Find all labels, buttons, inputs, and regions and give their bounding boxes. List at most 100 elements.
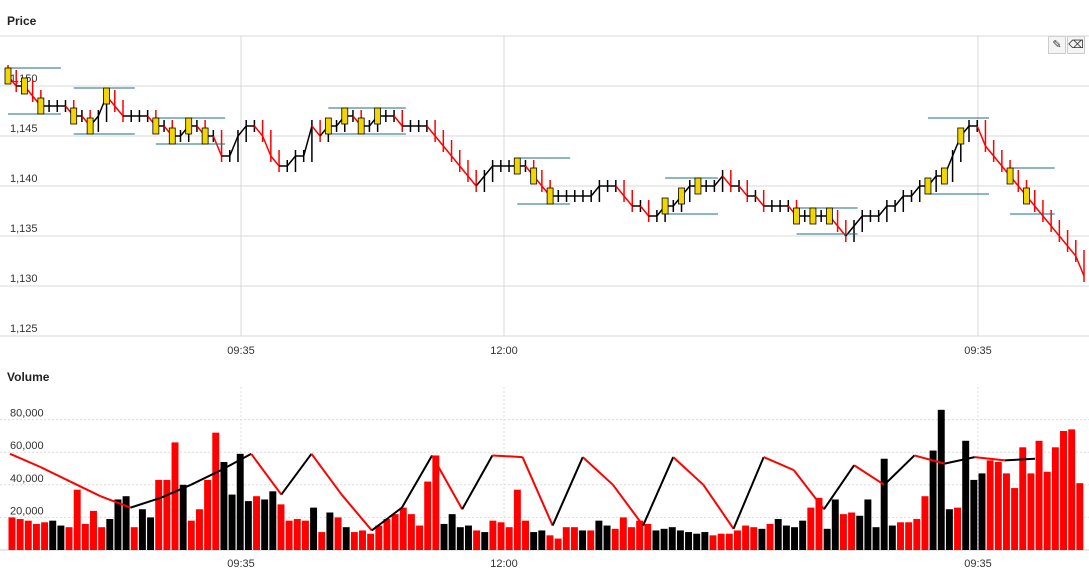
volume-bar [513,489,521,550]
volume-bar [228,494,236,550]
volume-bar [326,512,334,550]
price-candle-body [825,207,833,225]
volume-bar [970,479,978,550]
price-path-segment [1042,215,1052,227]
volume-average-line [190,469,222,486]
volume-average-line [220,452,252,472]
volume-bar [848,512,856,550]
price-candle-body [1023,187,1030,205]
price-candle-body [678,187,685,205]
volume-average-line [702,484,735,530]
price-candle-body [957,127,965,145]
volume-average-line [732,456,765,530]
price-candle-body [924,177,932,195]
volume-average-line [371,506,403,532]
volume-average-line [130,496,162,509]
volume-bar [171,442,179,550]
volume-bar [831,499,839,550]
price-path-segment [229,135,239,157]
price-path-segment [270,155,280,167]
volume-bar [163,479,171,550]
volume-bar [1051,447,1059,550]
volume-bar [473,530,481,550]
volume-bar [244,501,252,550]
price-path-segment [623,195,633,207]
volume-bar [562,527,570,550]
price-path-segment [114,105,124,117]
volume-bar [464,525,472,550]
volume-bar [138,509,146,550]
volume-average-line [823,464,855,510]
volume-bar [1035,440,1043,550]
price-y-tick: 1,140 [10,173,38,185]
volume-bar [676,530,684,550]
price-y-tick: 1,130 [10,273,38,285]
volume-bar [1027,473,1035,550]
volume-bar [799,520,807,550]
price-candle-body [341,107,349,125]
price-x-tick: 12:00 [490,345,518,357]
volume-bar [122,496,130,550]
volume-average-line [914,454,945,465]
volume-bar [481,532,489,550]
volume-bar [130,527,138,550]
volume-bar [301,520,309,550]
volume-bar [407,514,415,550]
price-path-segment [467,175,477,187]
price-path-segment [1066,245,1077,257]
volume-bar [147,517,155,550]
volume-bar [1043,471,1051,550]
volume-bar [318,532,326,550]
price-path-segment [475,175,485,187]
price-path-segment [434,135,444,147]
volume-bar [986,460,994,550]
volume-bar [954,507,962,550]
volume-bar [888,525,896,550]
volume-x-tick: 12:00 [490,558,518,570]
volume-bar [725,533,733,550]
volume-x-tick: 09:35 [227,558,255,570]
price-path-segment [261,135,272,157]
volume-bar [16,519,24,550]
price-path-segment [442,145,453,157]
volume-bar [65,527,73,550]
volume-bar [660,528,668,550]
volume-average-line [883,454,916,486]
volume-average-line [9,452,41,468]
volume-y-tick: 20,000 [10,505,44,517]
volume-bar [554,538,562,550]
volume-bar [383,519,391,550]
price-path-segment [722,175,732,187]
volume-average-line [250,453,283,496]
price-candle-body [694,177,702,195]
price-candle-body [546,187,554,205]
volume-bar [791,527,798,550]
volume-average-line [944,456,975,465]
price-path-segment [853,215,863,227]
volume-x-tick: 09:35 [964,558,992,570]
volume-bar [187,520,195,550]
volume-average-line [853,464,885,486]
volume-bar [49,520,57,550]
price-path-segment [212,135,223,157]
volume-bar [1076,483,1084,550]
price-path-segment [237,125,247,137]
volume-average-line [1004,457,1036,462]
volume-bar [856,515,864,550]
price-path-segment [393,115,403,127]
volume-bar [742,525,750,550]
volume-bar [546,535,554,550]
volume-bar [701,532,709,550]
volume-bar [994,461,1002,550]
volume-bar [179,484,187,550]
volume-bar [489,520,497,550]
price-path-segment [302,125,313,157]
price-candle-body [324,117,332,135]
volume-bar [1011,488,1019,550]
volume-average-line [461,454,494,510]
price-candle-body [374,107,382,125]
volume-average-line [39,465,71,483]
volume-bar [497,522,505,550]
price-candle-body [70,107,78,125]
